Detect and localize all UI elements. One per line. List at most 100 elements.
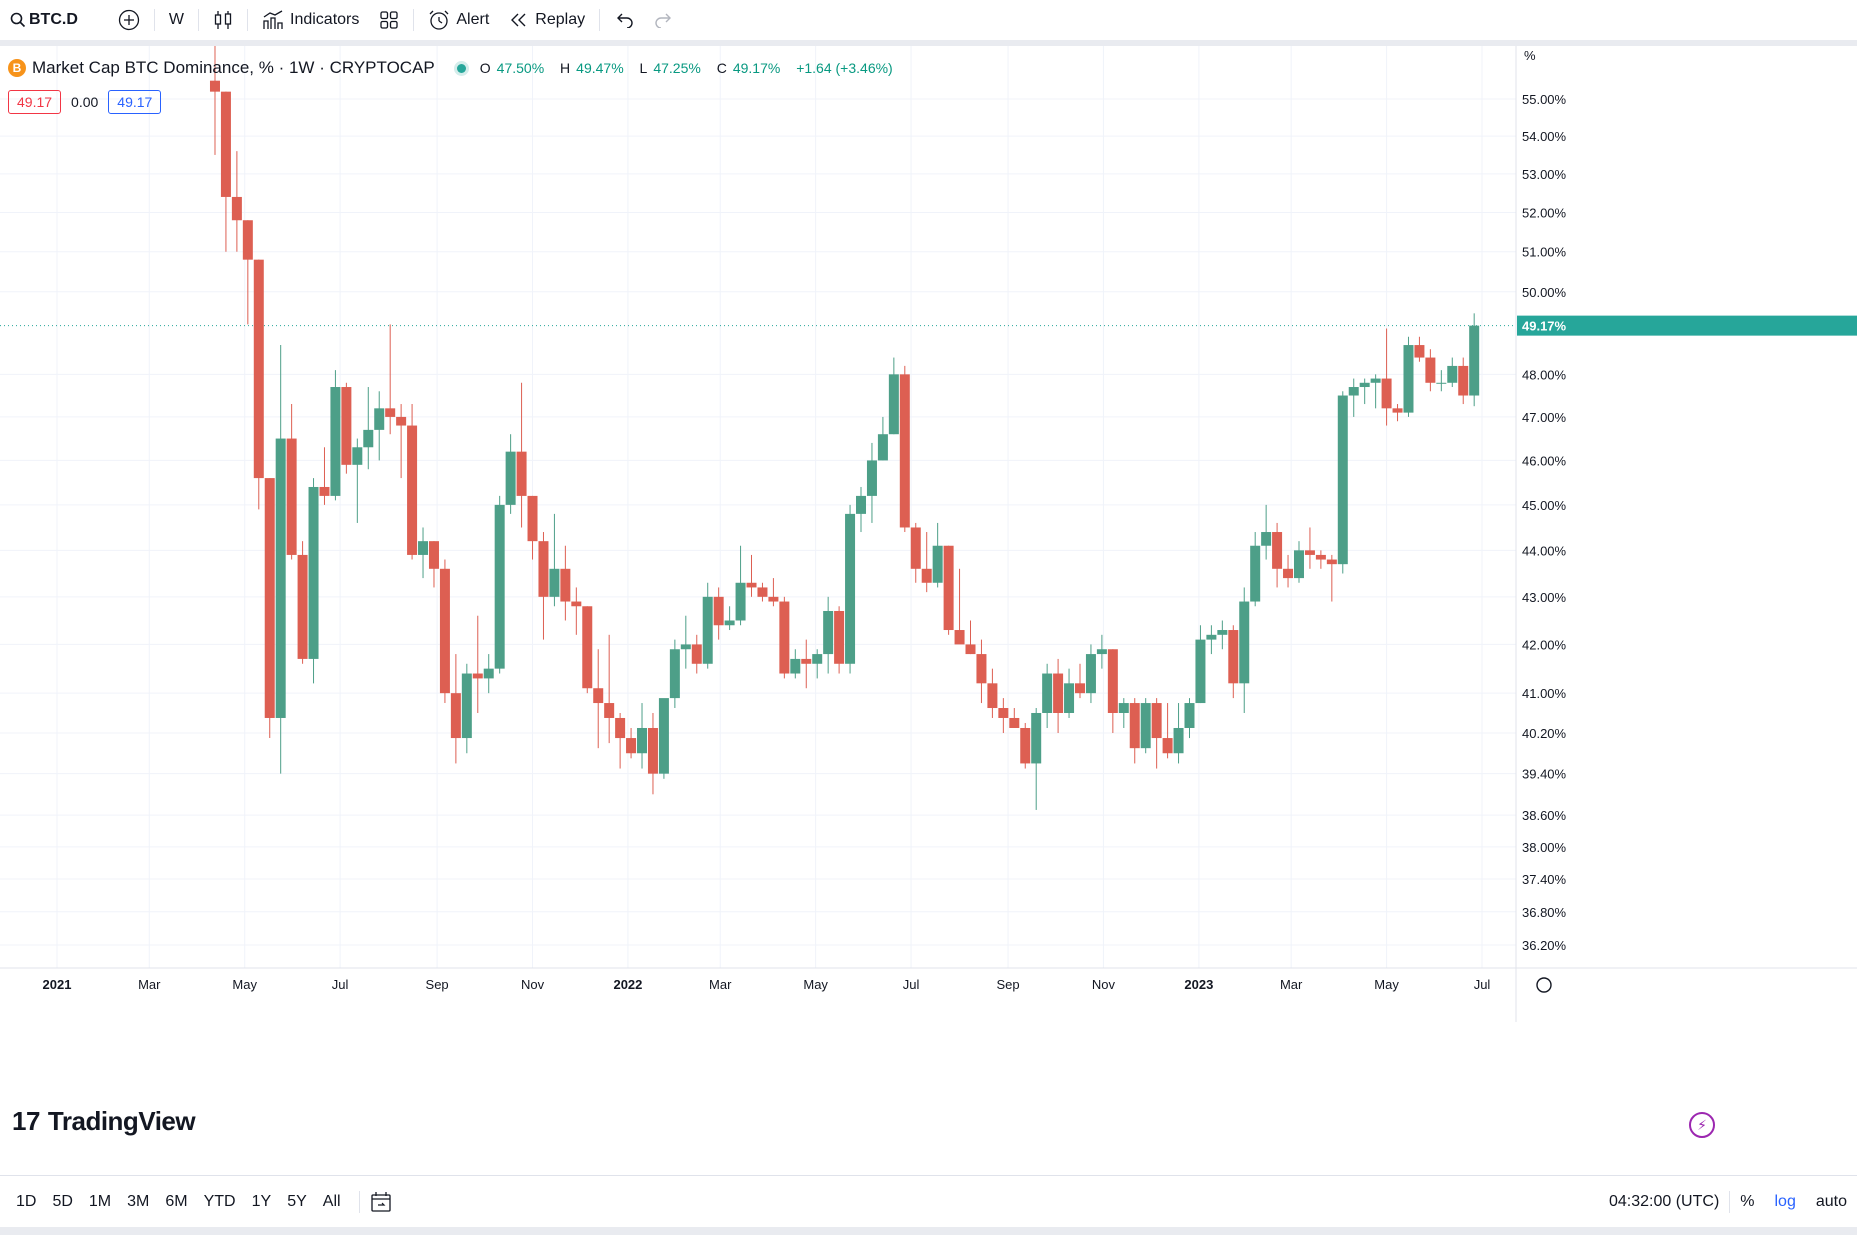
candle-up[interactable] bbox=[1217, 630, 1228, 635]
candle-down[interactable] bbox=[713, 596, 724, 626]
candle-up[interactable] bbox=[1348, 387, 1359, 396]
candle-up[interactable] bbox=[308, 486, 319, 659]
candle-down[interactable] bbox=[1425, 357, 1436, 383]
candle-down[interactable] bbox=[1458, 365, 1469, 396]
candle-up[interactable] bbox=[1469, 325, 1480, 396]
candle-down[interactable] bbox=[1074, 683, 1085, 694]
candle-down[interactable] bbox=[319, 486, 330, 496]
candle-up[interactable] bbox=[877, 434, 888, 461]
candle-up[interactable] bbox=[1195, 639, 1206, 704]
candle-down[interactable] bbox=[242, 220, 253, 260]
chart-type-button[interactable] bbox=[203, 0, 243, 40]
candle-up[interactable] bbox=[669, 649, 680, 699]
candle-up[interactable] bbox=[505, 451, 516, 505]
price-chart[interactable]: % 36.20% 36.80% 37.40% 38.00% 38.60% 39.40% 40.… bbox=[0, 46, 1857, 1146]
candle-up[interactable] bbox=[1370, 378, 1381, 383]
range-1d[interactable]: 1D bbox=[16, 1192, 37, 1210]
candle-up[interactable] bbox=[363, 429, 374, 448]
candle-down[interactable] bbox=[571, 601, 582, 607]
candle-down[interactable] bbox=[779, 601, 790, 674]
candle-up[interactable] bbox=[1173, 727, 1184, 754]
candle-down[interactable] bbox=[439, 568, 450, 694]
candle-up[interactable] bbox=[1359, 382, 1370, 388]
candle-up[interactable] bbox=[494, 504, 505, 669]
settings-gear-icon[interactable] bbox=[1536, 977, 1552, 993]
candle-down[interactable] bbox=[1228, 630, 1239, 684]
candle-up[interactable] bbox=[1096, 649, 1107, 655]
candle-up[interactable] bbox=[702, 596, 713, 664]
candle-up[interactable] bbox=[1293, 550, 1304, 579]
candle-up[interactable] bbox=[932, 545, 943, 583]
candle-down[interactable] bbox=[582, 606, 593, 689]
sell-button[interactable]: 49.17 bbox=[8, 90, 62, 114]
candle-down[interactable] bbox=[1151, 703, 1162, 739]
candle-up[interactable] bbox=[549, 568, 560, 597]
candle-up[interactable] bbox=[1184, 703, 1195, 728]
calendar-range-icon[interactable] bbox=[370, 1191, 392, 1213]
candle-up[interactable] bbox=[1140, 703, 1151, 749]
candle-up[interactable] bbox=[637, 727, 648, 754]
candle-down[interactable] bbox=[450, 693, 461, 739]
candle-up[interactable] bbox=[724, 620, 735, 626]
candle-up[interactable] bbox=[418, 541, 429, 555]
chart-area[interactable]: % 36.20% 36.80% 37.40% 38.00% 38.60% 39.40% 40.… bbox=[0, 46, 1857, 1146]
candle-down[interactable] bbox=[297, 554, 308, 659]
candle-down[interactable] bbox=[428, 541, 439, 569]
candle-up[interactable] bbox=[1250, 545, 1261, 602]
candle-down[interactable] bbox=[626, 738, 637, 754]
range-6m[interactable]: 6M bbox=[165, 1192, 188, 1210]
candle-down[interactable] bbox=[286, 438, 297, 555]
candle-up[interactable] bbox=[1206, 634, 1217, 640]
candle-down[interactable] bbox=[1129, 703, 1140, 749]
candle-down[interactable] bbox=[691, 644, 702, 664]
alert-button[interactable]: Alert bbox=[418, 0, 499, 40]
symbol-search[interactable]: BTC.D bbox=[0, 0, 88, 40]
candle-down[interactable] bbox=[560, 568, 571, 602]
candle-down[interactable] bbox=[1053, 673, 1064, 713]
candle-down[interactable] bbox=[396, 416, 407, 426]
compare-button[interactable] bbox=[108, 0, 150, 40]
undo-button[interactable] bbox=[604, 0, 644, 40]
candle-down[interactable] bbox=[593, 688, 604, 704]
range-ytd[interactable]: YTD bbox=[203, 1192, 236, 1210]
log-scale-toggle[interactable]: log bbox=[1774, 1193, 1796, 1210]
candle-down[interactable] bbox=[1272, 532, 1283, 569]
candle-down[interactable] bbox=[209, 80, 220, 92]
candle-down[interactable] bbox=[834, 610, 845, 664]
candle-up[interactable] bbox=[1239, 601, 1250, 684]
candle-up[interactable] bbox=[735, 582, 746, 621]
candle-down[interactable] bbox=[987, 683, 998, 709]
candle-down[interactable] bbox=[954, 630, 965, 645]
candle-up[interactable] bbox=[1337, 395, 1348, 565]
candle-up[interactable] bbox=[888, 374, 899, 435]
percent-scale-toggle[interactable]: % bbox=[1740, 1193, 1755, 1210]
auto-scale-toggle[interactable]: auto bbox=[1815, 1193, 1847, 1210]
candle-down[interactable] bbox=[1392, 408, 1403, 413]
candle-down[interactable] bbox=[231, 196, 242, 221]
replay-button[interactable]: Replay bbox=[499, 0, 595, 40]
candle-down[interactable] bbox=[1414, 345, 1425, 358]
lightning-icon[interactable]: ⚡ bbox=[1689, 1112, 1715, 1138]
candle-down[interactable] bbox=[604, 703, 615, 718]
candle-down[interactable] bbox=[998, 708, 1009, 718]
candle-down[interactable] bbox=[1315, 554, 1326, 560]
candle-down[interactable] bbox=[538, 541, 549, 597]
candle-up[interactable] bbox=[1261, 532, 1272, 546]
candle-up[interactable] bbox=[374, 408, 385, 430]
candle-down[interactable] bbox=[1304, 550, 1315, 555]
candle-down[interactable] bbox=[1162, 738, 1173, 754]
candle-down[interactable] bbox=[976, 654, 987, 684]
candle-up[interactable] bbox=[845, 513, 856, 664]
indicators-button[interactable]: Indicators bbox=[252, 0, 369, 40]
candle-down[interactable] bbox=[1326, 559, 1337, 565]
candle-up[interactable] bbox=[1085, 654, 1096, 694]
candle-up[interactable] bbox=[1031, 712, 1042, 764]
candle-down[interactable] bbox=[407, 425, 418, 555]
candle-down[interactable] bbox=[527, 495, 538, 542]
tradingview-logo[interactable]: 17 TradingView bbox=[12, 1106, 196, 1137]
candle-down[interactable] bbox=[1381, 378, 1392, 409]
candle-up[interactable] bbox=[823, 610, 834, 655]
candle-up[interactable] bbox=[1064, 683, 1075, 713]
candle-down[interactable] bbox=[801, 658, 812, 664]
candle-down[interactable] bbox=[220, 91, 231, 197]
